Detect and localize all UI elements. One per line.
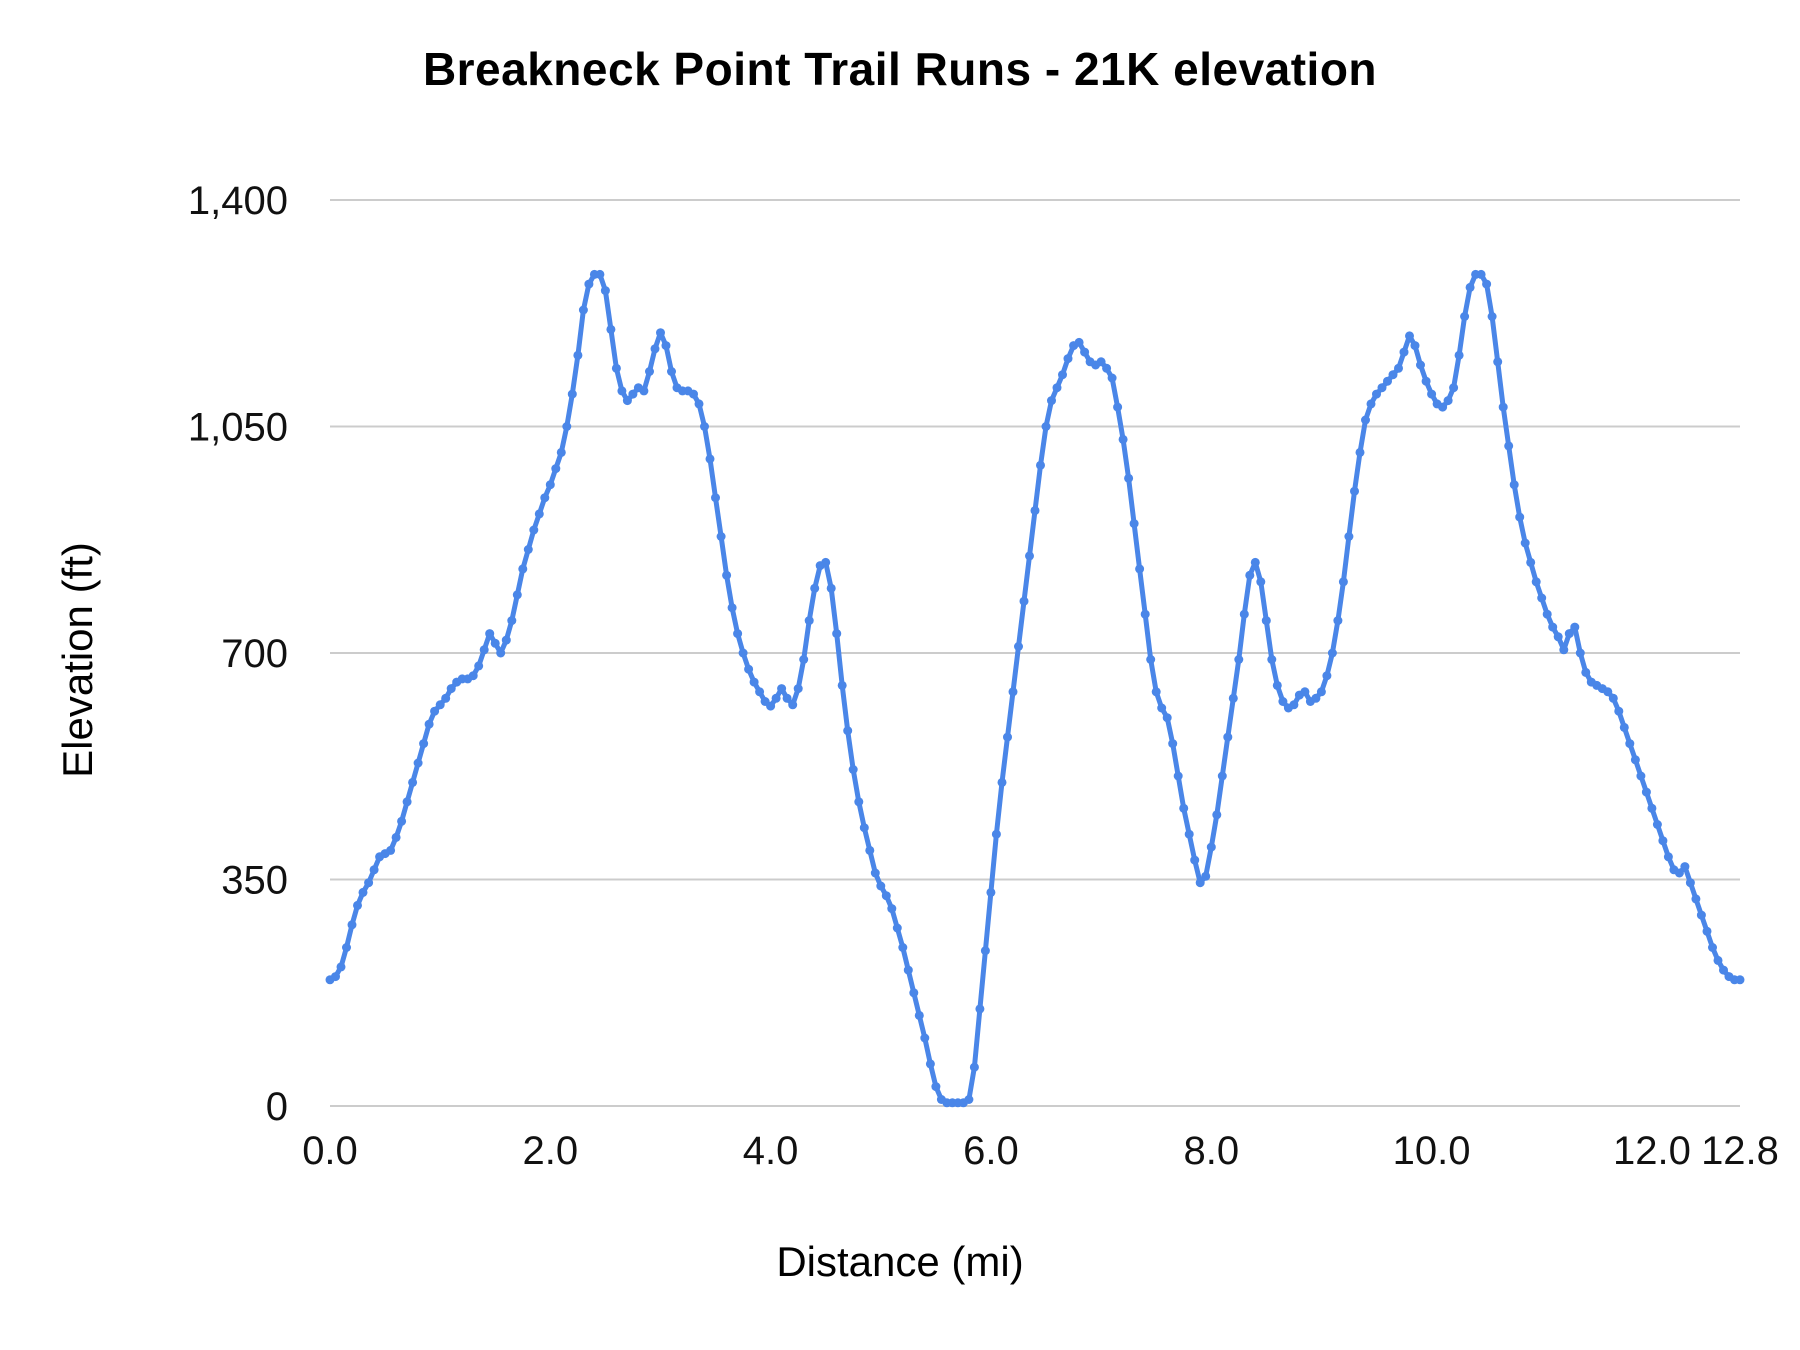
- x-tick-label: 4.0: [743, 1129, 799, 1173]
- x-tick-label: 6.0: [963, 1129, 1019, 1173]
- y-tick-label: 1,050: [188, 406, 288, 450]
- chart-title: Breakneck Point Trail Runs - 21K elevati…: [422, 43, 1378, 95]
- x-tick-label: 12.8: [1701, 1129, 1779, 1173]
- y-tick-label: 350: [221, 859, 288, 903]
- x-tick-label: 10.0: [1393, 1129, 1471, 1173]
- elevation-series-points: [325, 269, 1745, 1108]
- y-tick-label: 700: [221, 632, 288, 676]
- x-tick-label: 12.0: [1613, 1129, 1691, 1173]
- x-tick-label: 2.0: [522, 1129, 578, 1173]
- x-axis-label: Distance (mi): [776, 1238, 1024, 1285]
- y-tick-label: 0: [266, 1085, 288, 1129]
- x-tick-label: 0.0: [302, 1129, 358, 1173]
- elevation-series-line: [327, 271, 1743, 1106]
- y-tick-label: 1,400: [188, 179, 288, 223]
- x-tick-label: 8.0: [1183, 1129, 1239, 1173]
